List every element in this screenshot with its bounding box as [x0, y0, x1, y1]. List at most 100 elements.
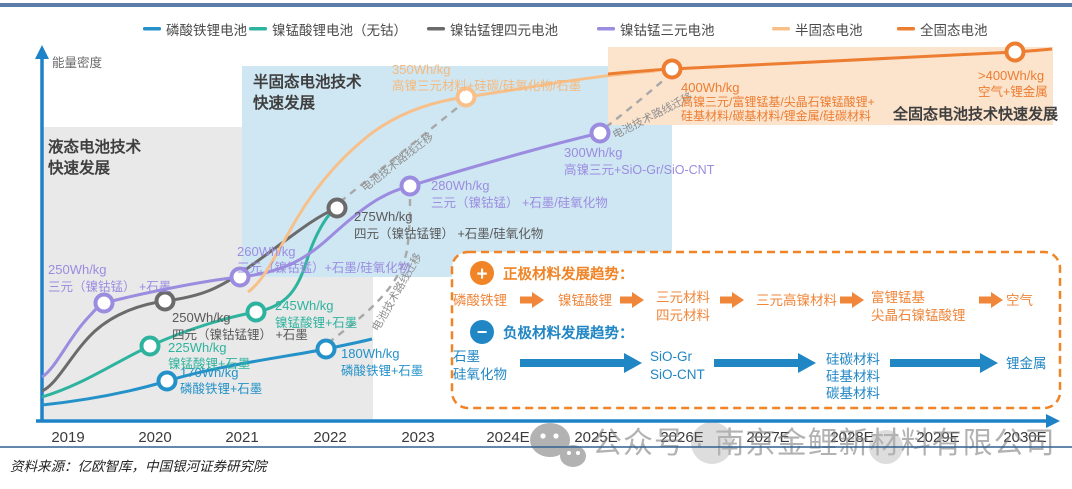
label-allsolid-400-l1: 400Wh/kg [681, 80, 740, 95]
label-ternary-250-l1: 250Wh/kg [48, 262, 107, 277]
migration-line-quaternary-to-semisolid [339, 103, 463, 203]
y-axis-label: 能量密度 [52, 55, 103, 70]
curve-lfp [41, 337, 373, 407]
cathode-item: 尖晶石镍锰酸锂 [871, 308, 966, 323]
x-tick: 2026E [660, 429, 703, 446]
x-tick: 2029E [916, 429, 959, 446]
point-quaternary-250 [154, 290, 176, 312]
region-semi-title-line2: 快速发展 [253, 93, 316, 112]
minus-glyph: − [477, 322, 488, 342]
arrow-right-icon [840, 292, 864, 308]
legend-label-lnmo: 镍锰酸锂电池（无钴） [272, 23, 407, 38]
label-ternary-280-l1: 280Wh/kg [431, 178, 490, 193]
x-tick-labels: 2019 2020 2021 2022 2023 2024E 2025E 202… [51, 429, 1046, 446]
chart-legend: 磷酸铁锂电池 镍锰酸锂电池（无钴） 镍钴锰锂四元电池 镍钴锰三元电池 半固态电池… [143, 22, 988, 38]
label-lfp-170-l2: 磷酸铁锂+石墨 [180, 381, 262, 396]
region-solid-title: 全固态电池技术快速发展 [892, 105, 1058, 123]
label-lfp-180-l2: 磷酸铁锂+石墨 [341, 363, 423, 378]
long-arrow-right-icon [714, 353, 816, 373]
anode-item: 硅基材料 [826, 368, 880, 384]
label-allsolid-400-l2: 高镍三元/富锂锰基/尖晶石镍锰酸锂+ [681, 94, 875, 109]
migration-line-lfp-to-ternary [327, 193, 412, 344]
cathode-trend-title: 正极材料发展趋势： [503, 265, 634, 283]
point-ternary-280 [399, 175, 421, 197]
legend-label-quaternary: 镍钴锰锂四元电池 [450, 23, 558, 38]
label-ternary-250-l2: 三元（镍钴锰） +石墨 [48, 279, 171, 294]
label-lnmo-245-l2: 镍锰酸锂+石墨 [275, 315, 357, 330]
migration-dashed-lines [327, 77, 667, 344]
label-lnmo-225-l2: 镍锰酸锂+石墨 [168, 356, 250, 371]
label-lnmo-245-l1: 245Wh/kg [275, 298, 334, 313]
point-labels: 170Wh/kg 磷酸铁锂+石墨 180Wh/kg 磷酸铁锂+石墨 225Wh/… [48, 62, 1048, 396]
legend-swatch-lfp [143, 27, 161, 31]
arrow-right-icon [520, 292, 544, 308]
point-lnmo-245 [245, 301, 267, 323]
point-ternary-260 [229, 266, 251, 288]
source-note: 资料来源：亿欧智库，中国银河证券研究院 [10, 459, 269, 474]
x-tick: 2025E [574, 429, 617, 446]
point-semisolid-350 [455, 86, 477, 108]
anode-item: SiO-CNT [650, 367, 705, 382]
point-allsolid-400plus [1004, 41, 1026, 63]
legend-label-allsolid: 全固态电池 [920, 22, 988, 38]
point-lnmo-225 [139, 335, 161, 357]
wechat-icon [530, 423, 586, 467]
trend-box-border [450, 250, 1062, 410]
anode-item: 石墨 [453, 349, 480, 364]
x-tick: 2027E [746, 429, 789, 446]
cathode-item: 空气 [1006, 293, 1033, 308]
legend-swatch-allsolid [897, 27, 915, 31]
cathode-item: 四元材料 [656, 308, 710, 323]
cathode-item: 富锂锰基 [871, 289, 925, 305]
x-tick: 2021 [225, 429, 258, 446]
legend-label-lfp: 磷酸铁锂电池 [166, 23, 247, 38]
label-lnmo-225-l1: 225Wh/kg [168, 340, 227, 355]
curve-semi-solid [247, 69, 656, 294]
x-tick: 2024E [486, 429, 529, 446]
legend-swatch-semisolid [772, 27, 790, 31]
point-quaternary-275 [326, 197, 348, 219]
cathode-item: 三元高镍材料 [756, 292, 837, 308]
label-quaternary-275-l1: 275Wh/kg [354, 209, 413, 224]
label-semisolid-350-l1: 350Wh/kg [392, 62, 451, 77]
label-ternary-260-l2: 三元（镍钴锰）+石墨/硅氧化物 [237, 260, 410, 275]
region-liquid-title-line2: 快速发展 [48, 158, 111, 177]
label-quaternary-250-l2: 四元（镍钴锰锂） +石墨 [172, 327, 308, 342]
label-ternary-260-l1: 260Wh/kg [237, 244, 296, 259]
x-tick: 2019 [51, 429, 84, 446]
anode-item: 硅氧化物 [453, 367, 507, 382]
x-tick: 2022 [313, 429, 346, 446]
anode-item: 碳基材料 [826, 385, 880, 401]
anode-item: 硅碳材料 [826, 352, 880, 367]
cathode-item: 三元材料 [656, 290, 710, 305]
anode-trend-row: 石墨 硅氧化物 SiO-Gr SiO-CNT 硅碳材料 硅基材料 碳基材料 锂金… [453, 349, 1047, 401]
legend-swatch-ternary [597, 27, 615, 31]
label-ternary-300-l2: 高镍三元+SiO-Gr/SiO-CNT [564, 162, 715, 177]
watermark-text: 公众号 · 南京金鲤新材料有限公司 [592, 427, 1056, 460]
plus-icon [470, 261, 494, 285]
label-allsolid-400plus-l1: >400Wh/kg [978, 68, 1044, 83]
anode-item: 锂金属 [1006, 356, 1047, 371]
anode-item: SiO-Gr [650, 349, 693, 364]
region-liquid-title-line1: 液态电池技术 [48, 137, 142, 156]
cathode-item: 磷酸铁锂 [453, 293, 507, 308]
label-ternary-300-l1: 300Wh/kg [564, 145, 623, 160]
point-allsolid-400 [661, 58, 683, 80]
legend-swatch-quaternary [427, 27, 445, 31]
x-tick: 2030E [1003, 429, 1046, 446]
curve-all-solid [607, 47, 1053, 76]
label-semisolid-350-l2: 高镍三元材料+硅碳/硅氧化物/石墨 [392, 78, 581, 93]
point-ternary-250 [93, 292, 115, 314]
label-ternary-280-l2: 三元（镍钴锰） +石墨/硅氧化物 [431, 195, 608, 210]
label-allsolid-400-l3: 硅基材料/碳基材料/锂金属/硅碳材料 [681, 108, 871, 123]
label-allsolid-400plus-l2: 空气+锂金属 [978, 84, 1048, 99]
x-tick: 2028E [830, 429, 873, 446]
label-quaternary-250-l1: 250Wh/kg [172, 310, 231, 325]
legend-swatch-lnmo [249, 27, 267, 31]
x-axis-arrow-icon [1046, 414, 1060, 428]
long-arrow-right-icon [890, 353, 998, 373]
point-lfp-170 [156, 370, 178, 392]
migration-line-ternary-to-allsolid [605, 77, 667, 128]
